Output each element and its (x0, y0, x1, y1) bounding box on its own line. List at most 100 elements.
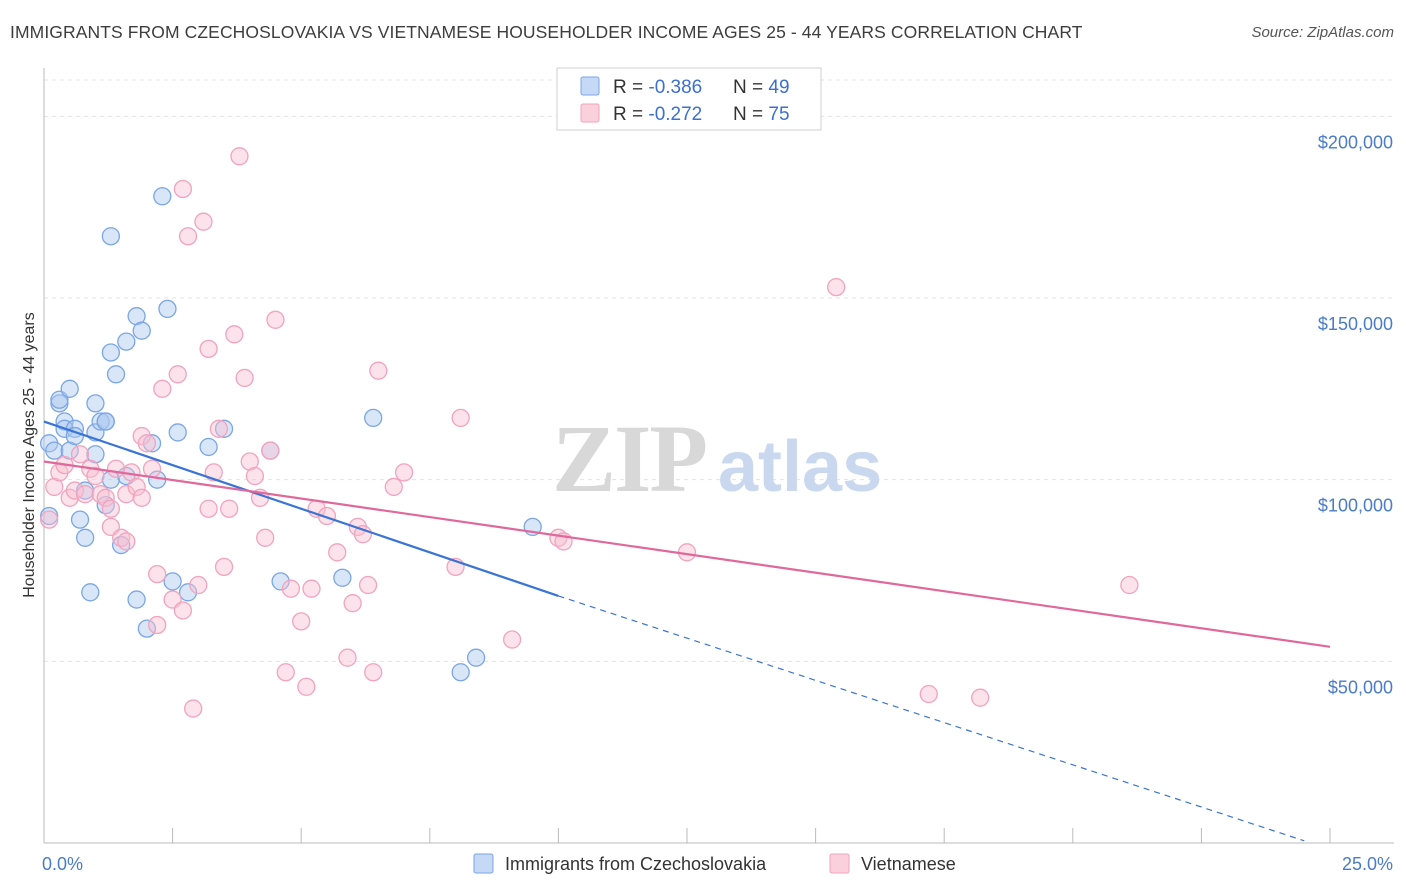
vietnamese-point-24 (148, 564, 167, 584)
vietnamese-point-56 (317, 506, 337, 526)
vietnamese-point-26 (153, 379, 172, 398)
vietnamese-point-50 (276, 663, 295, 682)
y-tick-label-3: $200,000 (1318, 132, 1393, 152)
vietnamese-point-48 (261, 441, 280, 460)
vietnamese-point-43 (235, 368, 254, 388)
trend-lines (43, 420, 1331, 842)
series-legend-swatch-blue (473, 853, 494, 874)
czechoslovakia-trend-line (43, 420, 559, 597)
vietnamese-point-45 (245, 466, 265, 486)
vietnamese-point-62 (358, 575, 378, 595)
czechoslovakia-point-47 (466, 648, 486, 667)
czechoslovakia-point-10 (65, 426, 85, 446)
vietnamese-point-63 (364, 663, 383, 682)
vietnamese-point-0 (39, 510, 59, 529)
y-tick-label-0: $50,000 (1328, 677, 1393, 697)
vietnamese-point-9 (86, 466, 105, 486)
czechoslovakia-point-23 (101, 227, 121, 246)
legend-n-value-2: 75 (768, 104, 789, 125)
legend-n-label-1: N = (733, 77, 768, 98)
vietnamese-point-17 (117, 485, 136, 504)
vietnamese-point-68 (451, 408, 470, 428)
vietnamese-point-65 (384, 477, 403, 497)
vietnamese-point-16 (117, 532, 136, 551)
x-tick-label-1: 25.0% (1342, 854, 1393, 874)
czechoslovakia-point-40 (199, 437, 218, 457)
legend-r-value-2: -0.272 (648, 104, 702, 125)
svg-text:N = 49: N = 49 (733, 77, 790, 98)
czechoslovakia-point-39 (178, 583, 198, 602)
czechoslovakia-point-44 (333, 568, 352, 587)
vietnamese-point-7 (76, 485, 95, 504)
czechoslovakia-point-20 (96, 412, 115, 431)
vietnamese-point-32 (184, 699, 203, 718)
czechoslovakia-point-32 (137, 619, 157, 638)
czechoslovakia-point-45 (364, 408, 383, 428)
correlation-legend: R = -0.386 N = 49 R = -0.272 N = 75 (556, 67, 822, 131)
vietnamese-point-39 (214, 557, 234, 577)
vietnamese-point-25 (148, 615, 167, 635)
svg-text:R = -0.386: R = -0.386 (613, 77, 702, 98)
czechoslovakia-point-28 (117, 332, 136, 351)
vietnamese-point-42 (230, 147, 249, 166)
czechoslovakia-point-31 (132, 321, 151, 340)
vietnamese-point-14 (106, 459, 126, 478)
vietnamese-point-38 (209, 419, 229, 438)
legend-r-label-1: R = (613, 77, 648, 98)
vietnamese-point-64 (369, 361, 388, 380)
vietnamese-point-31 (178, 227, 198, 246)
czechoslovakia-point-30 (127, 590, 146, 609)
x-tick-label-0: 0.0% (42, 854, 83, 874)
czechoslovakia-point-43 (271, 572, 290, 591)
czechoslovakia-point-35 (153, 187, 172, 206)
vietnamese-point-41 (225, 325, 244, 344)
czechoslovakia-point-41 (214, 419, 234, 438)
vietnamese-point-34 (194, 212, 213, 231)
legend-r-value-1: -0.386 (648, 77, 702, 98)
vietnamese-point-73 (827, 277, 846, 297)
czechoslovakia-trend-extension (558, 595, 1305, 842)
vietnamese-point-49 (266, 310, 285, 329)
chart-title: IMMIGRANTS FROM CZECHOSLOVAKIA VS VIETNA… (10, 22, 1083, 42)
vietnamese-point-36 (199, 499, 218, 518)
czechoslovakia-point-24 (101, 343, 121, 362)
vietnamese-point-19 (127, 477, 146, 497)
vietnamese-point-58 (338, 648, 357, 667)
czechoslovakia-point-14 (81, 583, 100, 602)
czechoslovakia-point-33 (142, 434, 162, 453)
czechoslovakia-point-8 (60, 379, 79, 398)
vietnamese-point-22 (137, 434, 157, 453)
y-tick-label-2: $150,000 (1318, 314, 1393, 334)
vietnamese-point-47 (256, 528, 275, 547)
czechoslovakia-point-37 (163, 572, 182, 591)
series-legend: Immigrants from Czechoslovakia Vietnames… (473, 853, 956, 874)
czechoslovakia-point-38 (168, 423, 187, 442)
vietnamese-point-12 (101, 499, 121, 518)
watermark-zip: ZIP (552, 405, 706, 512)
tick-labels: $50,000 $100,000 $150,000 $200,000 0.0% 25.0% (42, 132, 1393, 874)
czechoslovakia-point-11 (70, 510, 90, 529)
czechoslovakia-point-18 (91, 412, 110, 431)
vietnamese-point-74 (919, 684, 938, 704)
svg-text:R = -0.272: R = -0.272 (613, 104, 702, 125)
legend-swatch-blue (580, 76, 600, 96)
vietnamese-point-61 (353, 525, 373, 544)
czechoslovakia-point-17 (86, 394, 105, 413)
vietnamese-point-23 (142, 459, 162, 478)
czechoslovakia-point-46 (451, 663, 470, 682)
vietnamese-point-54 (302, 579, 321, 598)
y-axis-label: Householder Income Ages 25 - 44 years (21, 312, 38, 598)
vietnamese-point-5 (65, 481, 85, 500)
vietnamese-point-40 (220, 499, 239, 518)
watermark-atlas: atlas (718, 427, 882, 507)
vietnamese-point-29 (173, 601, 193, 620)
vietnamese-point-21 (132, 488, 151, 507)
vietnamese-point-69 (502, 630, 522, 649)
czechoslovakia-point-25 (106, 365, 126, 384)
vietnamese-point-75 (971, 688, 990, 707)
czechoslovakia-point-5 (55, 412, 74, 431)
legend-swatch-pink (580, 103, 600, 123)
vietnamese-point-11 (96, 488, 115, 507)
vietnamese-point-66 (394, 463, 414, 482)
axes (43, 68, 1394, 844)
